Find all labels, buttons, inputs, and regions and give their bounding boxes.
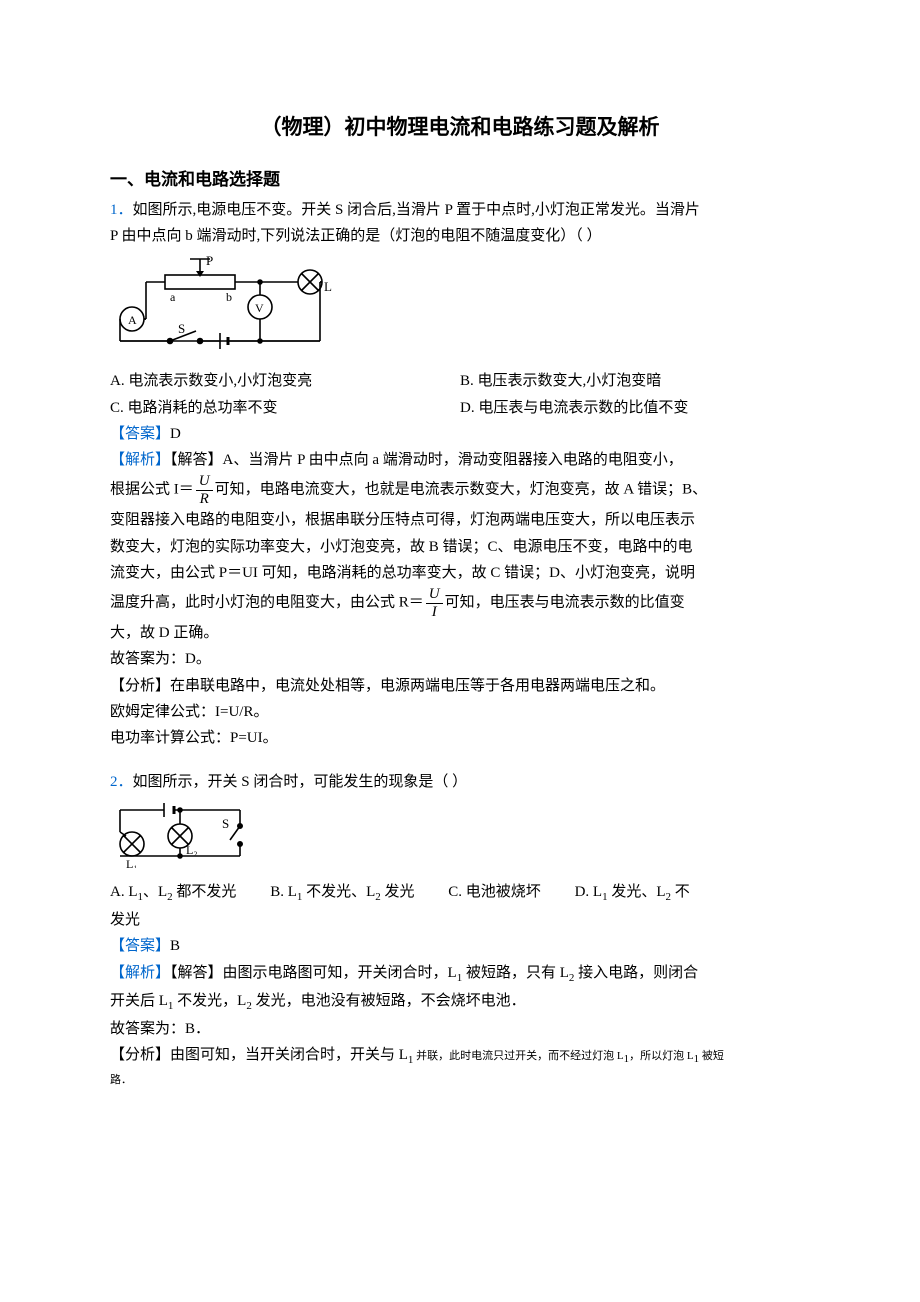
q1-answer-line: 【答案】D <box>110 421 810 447</box>
q2-option-c: C. 电池被烧坏 <box>448 884 541 900</box>
q2-analysis-line1: 【解析】【解答】由图示电路图可知，开关闭合时，L1 被短路，只有 L2 接入电路… <box>110 960 810 988</box>
svg-text:a: a <box>170 290 176 304</box>
q2-answer-line: 【答案】B <box>110 933 810 959</box>
answer-label: 【答案】 <box>110 938 170 954</box>
q1-analysis-line11: 电功率计算公式：P=UI。 <box>110 725 810 751</box>
q2-stem: 如图所示，开关 S 闭合时，可能发生的现象是（ ） <box>133 774 468 790</box>
q1-analysis-2a: 根据公式 I＝ <box>110 482 194 498</box>
svg-text:V: V <box>255 301 264 315</box>
q1-stem-a: 如图所示,电源电压不变。开关 S 闭合后,当滑片 P 置于中点时,小灯泡正常发光… <box>133 202 700 218</box>
q2-option-d: D. L1 发光、L2 不 <box>575 884 690 900</box>
q1-analysis-line5: 流变大，由公式 P＝UI 可知，电路消耗的总功率变大，故 C 错误；D、小灯泡变… <box>110 560 810 586</box>
svg-text:L₁: L₁ <box>126 857 138 868</box>
q1-analysis-6a: 温度升高，此时小灯泡的电阻变大，由公式 R＝ <box>110 594 424 610</box>
q1-option-c: C. 电路消耗的总功率不变 <box>110 395 460 421</box>
q1-options-row1: A. 电流表示数变小,小灯泡变亮 B. 电压表示数变大,小灯泡变暗 <box>110 368 810 394</box>
page-title: （物理）初中物理电流和电路练习题及解析 <box>110 110 810 147</box>
q1-analysis-1: 【解答】A、当滑片 P 由中点向 a 端滑动时，滑动变阻器接入电路的电阻变小， <box>170 452 683 468</box>
q1-option-a: A. 电流表示数变小,小灯泡变亮 <box>110 368 460 394</box>
q1-analysis-line8: 故答案为：D。 <box>110 646 810 672</box>
svg-text:L: L <box>324 279 332 294</box>
svg-text:P: P <box>206 253 213 268</box>
circuit-diagram-2: S L₁ <box>110 798 810 877</box>
q2-analysis-line4: 【分析】由图可知，当开关闭合时，开关与 L1 并联，此时电流只过开关，而不经过灯… <box>110 1042 810 1070</box>
q1-analysis-6b: 可知，电压表与电流表示数的比值变 <box>445 594 685 610</box>
svg-text:S: S <box>178 321 185 336</box>
q1-analysis-line4: 数变大，灯泡的实际功率变大，小灯泡变亮，故 B 错误；C、电源电压不变，电路中的… <box>110 534 810 560</box>
circuit-diagram-1: P a b A <box>110 253 810 362</box>
q2-options-line1: A. L1、L2 都不发光 B. L1 不发光、L2 发光 C. 电池被烧坏 D… <box>110 879 810 907</box>
q1-analysis-line3: 变阻器接入电路的电阻变小，根据串联分压特点可得，灯泡两端电压变大，所以电压表示 <box>110 507 810 533</box>
analysis-label: 【解析】 <box>110 965 170 981</box>
svg-text:b: b <box>226 290 232 304</box>
q2-options-line2: 发光 <box>110 907 810 933</box>
fraction-u-over-i: UI <box>426 586 443 620</box>
q1-option-b: B. 电压表示数变大,小灯泡变暗 <box>460 368 810 394</box>
q2-stem-line: 2．如图所示，开关 S 闭合时，可能发生的现象是（ ） <box>110 769 810 795</box>
q1-stem-line1: 1．如图所示,电源电压不变。开关 S 闭合后,当滑片 P 置于中点时,小灯泡正常… <box>110 197 810 223</box>
analysis-label: 【解析】 <box>110 452 170 468</box>
q1-analysis-line2: 根据公式 I＝UR可知，电路电流变大，也就是电流表示数变大，灯泡变亮，故 A 错… <box>110 473 810 507</box>
question-2: 2．如图所示，开关 S 闭合时，可能发生的现象是（ ） <box>110 769 810 1090</box>
q2-answer: B <box>170 938 180 954</box>
q1-analysis-line6: 温度升高，此时小灯泡的电阻变大，由公式 R＝UI可知，电压表与电流表示数的比值变 <box>110 586 810 620</box>
section-heading: 一、电流和电路选择题 <box>110 165 810 195</box>
q2-number: 2． <box>110 774 133 790</box>
q1-number: 1． <box>110 202 133 218</box>
q1-analysis-2b: 可知，电路电流变大，也就是电流表示数变大，灯泡变亮，故 A 错误；B、 <box>215 482 708 498</box>
fraction-u-over-r: UR <box>196 473 213 507</box>
q1-answer: D <box>170 426 181 442</box>
q2-option-a: A. L1、L2 都不发光 <box>110 884 236 900</box>
svg-text:S: S <box>222 816 229 831</box>
spacer <box>110 751 810 769</box>
svg-text:L₂: L₂ <box>186 843 198 857</box>
svg-text:A: A <box>128 313 137 327</box>
q2-option-b: B. L1 不发光、L2 发光 <box>270 884 414 900</box>
q1-stem-line2: P 由中点向 b 端滑动时,下列说法正确的是（灯泡的电阻不随温度变化）（ ） <box>110 223 810 249</box>
q1-option-d: D. 电压表与电流表示数的比值不变 <box>460 395 810 421</box>
question-1: 1．如图所示,电源电压不变。开关 S 闭合后,当滑片 P 置于中点时,小灯泡正常… <box>110 197 810 752</box>
q2-analysis-line3: 故答案为：B． <box>110 1016 810 1042</box>
q2-analysis-line5: 路． <box>110 1071 810 1090</box>
q1-analysis-line7: 大，故 D 正确。 <box>110 620 810 646</box>
q1-analysis-line10: 欧姆定律公式：I=U/R。 <box>110 699 810 725</box>
answer-label: 【答案】 <box>110 426 170 442</box>
q1-analysis-line1: 【解析】【解答】A、当滑片 P 由中点向 a 端滑动时，滑动变阻器接入电路的电阻… <box>110 447 810 473</box>
q1-options-row2: C. 电路消耗的总功率不变 D. 电压表与电流表示数的比值不变 <box>110 395 810 421</box>
q1-analysis-line9: 【分析】在串联电路中，电流处处相等，电源两端电压等于各用电器两端电压之和。 <box>110 673 810 699</box>
q2-analysis-line2: 开关后 L1 不发光，L2 发光，电池没有被短路，不会烧坏电池． <box>110 988 810 1016</box>
document-page: （物理）初中物理电流和电路练习题及解析 一、电流和电路选择题 1．如图所示,电源… <box>0 0 920 1302</box>
